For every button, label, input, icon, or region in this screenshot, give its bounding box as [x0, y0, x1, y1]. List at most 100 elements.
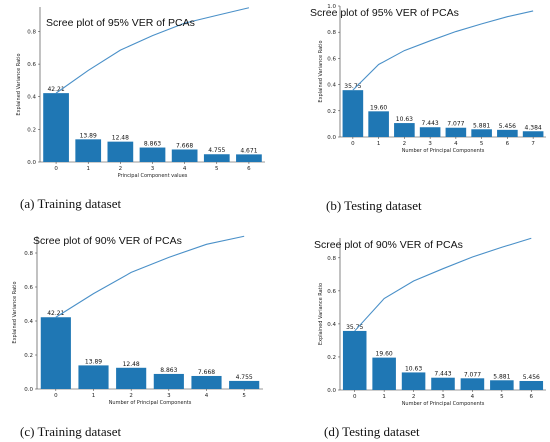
data-label: 7.077: [464, 371, 481, 378]
x-axis-label: Number of Principal Components: [109, 400, 192, 406]
data-label: 13.89: [85, 358, 102, 365]
data-label: 10.63: [396, 116, 413, 123]
bar: [431, 377, 455, 390]
bar: [394, 123, 415, 137]
y-tick-label: 0.4: [327, 322, 336, 328]
bar: [153, 373, 184, 389]
x-tick-label: 2: [403, 141, 407, 147]
caption-a: (a) Training dataset: [20, 196, 122, 211]
data-label: 4.671: [240, 147, 257, 154]
y-tick-label: 0.0: [327, 388, 336, 394]
chart-title: Scree plot of 90% VER of PCAs: [33, 235, 182, 247]
y-tick-label: 0.0: [327, 135, 336, 141]
bar: [342, 90, 364, 137]
x-tick-label: 4: [454, 141, 458, 147]
x-axis-label: Principal Component values: [118, 173, 188, 179]
y-tick-label: 0.4: [27, 95, 36, 101]
bar: [139, 147, 166, 162]
x-tick-label: 3: [428, 141, 432, 147]
x-axis-label: Number of Principal Components: [402, 148, 485, 154]
x-tick-label: 3: [441, 394, 445, 400]
data-label: 19.60: [376, 351, 393, 358]
x-tick-label: 3: [167, 393, 171, 399]
chart-panel-c: 0.0 0.2 0.4 0.6 0.8 42.21 0 13.89 1 12.48 2 8.863 3 7…: [0, 222, 270, 442]
x-axis-label: Number of Principal Components: [402, 401, 485, 407]
y-tick-label: 0.8: [24, 251, 33, 257]
bar: [460, 378, 485, 390]
bar: [519, 380, 544, 390]
data-label: 12.48: [123, 361, 140, 368]
chart-title: Scree plot of 90% VER of PCAs: [314, 239, 463, 251]
chart-panel-d: 0.0 0.2 0.4 0.6 0.8 35.75 0 19.60 1 10.63 2 7.443 3 7…: [278, 222, 550, 442]
y-axis-label: Explained Variance Ratio: [318, 283, 324, 345]
y-tick-label: 0.2: [327, 109, 336, 115]
chart-title: Scree plot of 95% VER of PCAs: [310, 7, 459, 19]
x-tick-label: 5: [480, 141, 484, 147]
bar: [342, 330, 367, 390]
x-tick-label: 1: [86, 166, 90, 172]
cumulative-line: [352, 10, 534, 91]
y-tick-label: 0.2: [27, 127, 36, 133]
y-tick-label: 0.8: [27, 29, 36, 35]
data-label: 7.443: [422, 120, 439, 127]
chart-panel-a: 0.0 0.2 0.4 0.6 0.8 42.21 0 13.89 1 12.48 2 8.863 3 7…: [0, 0, 270, 215]
y-tick-label: 0.4: [327, 83, 336, 89]
cumulative-line: [354, 237, 532, 332]
data-label: 8.863: [144, 141, 161, 148]
y-tick-label: 0.6: [327, 56, 336, 62]
y-tick-label: 0.8: [327, 30, 336, 36]
x-tick-label: 0: [54, 393, 58, 399]
bar: [203, 154, 230, 162]
y-axis-label: Explained Variance Ratio: [318, 40, 324, 102]
caption-c: (c) Training dataset: [20, 424, 122, 439]
x-tick-label: 3: [151, 166, 155, 172]
data-label: 7.443: [434, 371, 451, 378]
x-tick-label: 2: [412, 394, 416, 400]
bar: [107, 141, 134, 162]
y-tick-label: 0.0: [24, 387, 33, 393]
data-label: 8.863: [160, 367, 177, 374]
bar: [78, 365, 109, 389]
y-tick-label: 0.0: [27, 160, 36, 166]
x-tick-label: 4: [183, 166, 187, 172]
x-tick-label: 1: [377, 141, 381, 147]
bar: [75, 139, 102, 162]
bar: [171, 149, 198, 162]
bar: [116, 367, 147, 389]
x-tick-label: 2: [129, 393, 133, 399]
y-tick-label: 0.2: [327, 355, 336, 361]
x-tick-label: 0: [54, 166, 58, 172]
data-label: 5.881: [473, 122, 490, 129]
bar: [229, 380, 260, 389]
bar: [40, 317, 71, 389]
y-tick-label: 0.6: [327, 289, 336, 295]
data-label: 35.75: [344, 83, 361, 90]
data-label: 7.077: [447, 121, 464, 128]
bar: [236, 154, 262, 162]
data-label: 12.48: [112, 135, 129, 142]
bar: [490, 380, 514, 390]
axis-line: [39, 7, 265, 163]
data-label: 7.668: [176, 142, 193, 149]
caption-b: (b) Testing dataset: [326, 198, 422, 213]
data-label: 42.21: [47, 86, 64, 93]
x-tick-label: 6: [530, 394, 534, 400]
axis-line: [339, 238, 546, 391]
bar: [522, 131, 544, 137]
y-tick-label: 1.0: [327, 4, 336, 10]
chart-d-svg: 0.0 0.2 0.4 0.6 0.8 35.75 0 19.60 1 10.63 2 7.443 3 7…: [314, 237, 546, 407]
y-axis-label: Explained Variance Ratio: [16, 53, 22, 115]
data-label: 5.456: [499, 123, 516, 130]
data-label: 5.881: [493, 373, 510, 380]
chart-panel-b: 0.0 0.2 0.4 0.6 0.8 1.0 35.75 0 19.60 1 10.63 2 7.44…: [278, 0, 550, 215]
data-label: 7.668: [198, 369, 215, 376]
caption-d: (d) Testing dataset: [324, 424, 420, 439]
chart-c-svg: 0.0 0.2 0.4 0.6 0.8 42.21 0 13.89 1 12.48 2 8.863 3 7…: [12, 235, 263, 406]
x-tick-label: 6: [247, 166, 251, 172]
chart-title: Scree plot of 95% VER of PCAs: [46, 17, 195, 29]
data-label: 19.60: [370, 104, 387, 111]
cumulative-line: [55, 7, 250, 94]
chart-a-svg: 0.0 0.2 0.4 0.6 0.8 42.21 0 13.89 1 12.48 2 8.863 3 7…: [16, 7, 265, 179]
y-tick-label: 0.4: [24, 319, 33, 325]
y-tick-label: 0.8: [327, 256, 336, 262]
